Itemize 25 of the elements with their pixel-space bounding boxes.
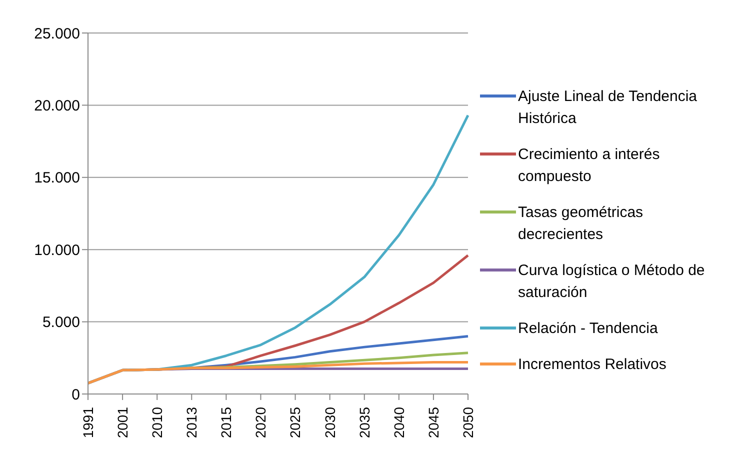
x-tick-label: 2040	[390, 406, 407, 438]
legend-label: Ajuste Lineal de Tendencia Histórica	[518, 87, 698, 129]
x-tick-label: 1991	[80, 406, 96, 438]
x-tick-label: 2013	[184, 406, 200, 438]
x-tick-label: 2015	[218, 406, 234, 438]
x-tick-label: 2045	[425, 406, 442, 438]
x-tick-label: 2035	[356, 406, 372, 438]
x-tick-label: 2010	[149, 406, 166, 438]
line-series	[86, 360, 470, 384]
y-tick-label: 5.000	[42, 314, 80, 332]
y-tick-label: 25.000	[34, 25, 80, 42]
x-tick-label: 2025	[287, 406, 304, 438]
y-tick-label: 20.000	[34, 98, 80, 115]
y-tick-label: 15.000	[34, 170, 80, 187]
legend-label: Crecimiento a interés compuesto	[518, 145, 661, 187]
x-tick-label: 2001	[114, 406, 130, 438]
legend-label: Curva logística o Método de saturación	[518, 261, 706, 303]
y-tick-label: 0	[72, 386, 80, 404]
x-tick-label: 2020	[252, 406, 269, 438]
x-tick-label: 2050	[460, 406, 476, 438]
legend-label: Tasas geométricas decrecientes	[518, 203, 644, 245]
legend-label: Incrementos Relativos	[518, 355, 666, 375]
x-tick-label: 2030	[322, 406, 338, 438]
y-tick-label: 10.000	[34, 242, 80, 259]
legend-label: Relación - Tendencia	[518, 319, 658, 339]
